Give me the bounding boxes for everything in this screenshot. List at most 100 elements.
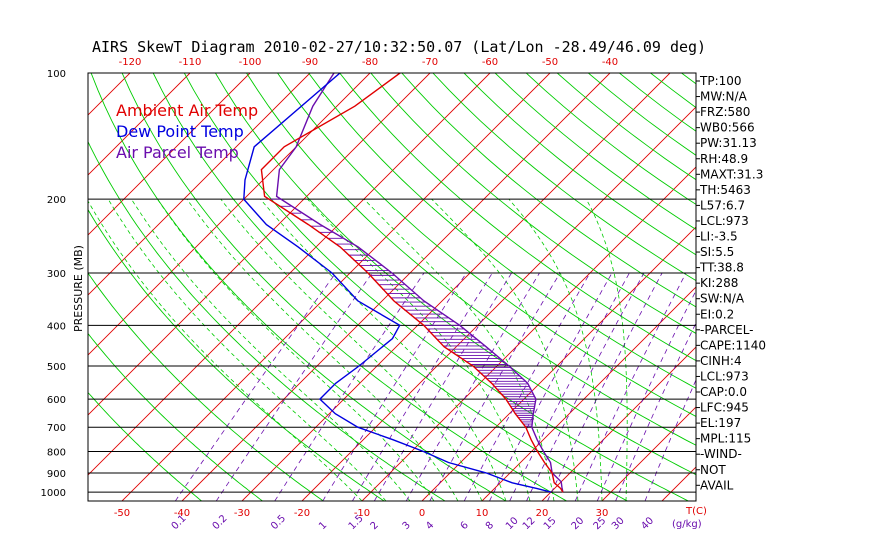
mixing-ratio-line [509,272,630,501]
isotherm-line [88,73,191,176]
chart-title: AIRS SkewT Diagram 2010-02-27/10:32:50.0… [92,38,706,56]
dry-adiabat-line [88,140,446,501]
top-temp-tick-label: -60 [482,57,498,68]
top-temp-tick-label: -40 [602,57,618,68]
index-label: TH:5463 [699,183,751,197]
index-label: CAP:0.0 [700,385,747,399]
mixing-ratio-tick-label: 30 [610,515,627,532]
dry-adiabat-line [88,332,263,501]
isotherm-line [601,406,696,501]
dry-adiabat-line [88,272,324,501]
index-label: TP:100 [699,74,742,88]
mixing-ratio-line [489,272,613,501]
top-temp-tick-label: -80 [362,57,378,68]
index-label: EL:197 [700,416,741,430]
profile-line-dew-point-temp [243,73,552,493]
bottom-temp-tick-label: 0 [419,508,425,519]
mixing-ratio-tick-label: 1 [317,520,329,532]
index-label: CAPE:1140 [700,338,766,352]
dry-adiabat-line [432,73,696,282]
index-label: FRZ:580 [700,105,750,119]
isotherm-line [541,346,696,501]
moist-adiabat-line [186,198,459,501]
isotherm-line [301,106,696,501]
moist-adiabat-line [107,198,387,501]
dry-adiabat-line [121,73,567,501]
index-label: TT:38.8 [699,261,744,275]
dry-adiabat-line [183,73,689,501]
dry-adiabat-line [88,208,385,501]
bottom-temperature-ticks: -50 -40 -30 -20 -10 0 10 20 30 [114,508,609,519]
moist-adiabat-line [220,198,483,501]
legend-entry: Ambient Air Temp [116,101,258,120]
isotherm-line [0,73,10,501]
mixing-ratio-line [174,272,337,501]
mixing-ratio-line [352,272,493,501]
index-label: LCL:973 [700,214,749,228]
pressure-tick-label: 900 [47,469,66,480]
top-temp-tick-label: -70 [422,57,438,68]
top-temp-tick-label: -110 [179,57,202,68]
index-label: PW:31.13 [700,136,757,150]
isotherm-line [782,73,870,501]
moist-adiabat-line [88,200,363,501]
index-label: MPL:115 [700,432,751,446]
index-label: AVAIL [700,478,734,492]
index-label: -WIND- [700,447,742,461]
isotherm-line [181,73,611,501]
isotherm-line [481,286,696,501]
pressure-tick-label: 300 [47,269,66,280]
pressure-tick-label: 400 [47,321,66,332]
mixing-ratio-tick-label: 0.2 [211,513,230,532]
legend-entry: Air Parcel Temp [116,143,239,162]
index-label: MAXT:31.3 [700,167,763,181]
mixing-ratio-unit-label: (g/kg) [672,519,702,530]
dry-adiabat-line [277,73,696,418]
mixing-ratio-line [429,272,561,501]
index-label: SW:N/A [700,292,745,306]
index-label: -PARCEL- [700,323,754,337]
bottom-temp-tick-label: -30 [234,508,250,519]
mixing-ratio-tick-label: 0.5 [269,513,288,532]
top-temp-tick-label: -100 [239,57,262,68]
dry-adiabat-line [525,73,696,205]
index-label: RH:48.9 [700,152,748,166]
index-label: WB0:566 [700,121,755,135]
pressure-tick-label: 600 [47,395,66,406]
isotherm-line [0,73,70,501]
mixing-ratio-line [405,272,540,501]
moist-adiabat-line [260,198,507,501]
y-axis-label: PRESSURE (MB) [72,245,85,332]
pressure-ticks: 100 200 300 400 500 600 700 800 900 1000 [41,69,66,499]
mixing-ratio-line [596,289,696,501]
mixing-ratio-tick-label: 6 [459,520,471,532]
dry-adiabat-line [246,73,696,446]
mixing-ratio-line [547,272,663,501]
mixing-ratio-line [322,272,467,501]
dry-adiabat-line [401,73,696,308]
index-label: CINH:4 [700,354,742,368]
moist-adiabat-line [157,198,435,501]
index-label: LI:-3.5 [700,230,738,244]
bottom-temp-tick-label: 20 [536,508,549,519]
bottom-temp-tick-label: 30 [596,508,609,519]
mixing-ratio-line [526,272,645,501]
bottom-temp-tick-label: -40 [174,508,190,519]
moist-adiabat-line [585,199,628,501]
index-label: LCL:973 [700,369,749,383]
moist-adiabat-line [307,198,531,501]
pressure-tick-label: 1000 [41,488,66,499]
dry-adiabat-line [650,73,696,109]
profile-line-ambient-air-temp [260,73,564,493]
bottom-temp-tick-label: -20 [294,508,310,519]
isotherm-line [88,73,311,296]
mixing-ratio-line [274,272,425,501]
pressure-tick-label: 800 [47,448,66,459]
mixing-ratio-tick-label: 20 [570,515,587,532]
mixing-ratio-tick-label: 2 [369,520,381,532]
plot-frame [87,72,697,502]
cape-hatch [268,198,536,427]
pressure-tick-label: 100 [47,69,66,80]
index-label: EI:0.2 [700,307,734,321]
